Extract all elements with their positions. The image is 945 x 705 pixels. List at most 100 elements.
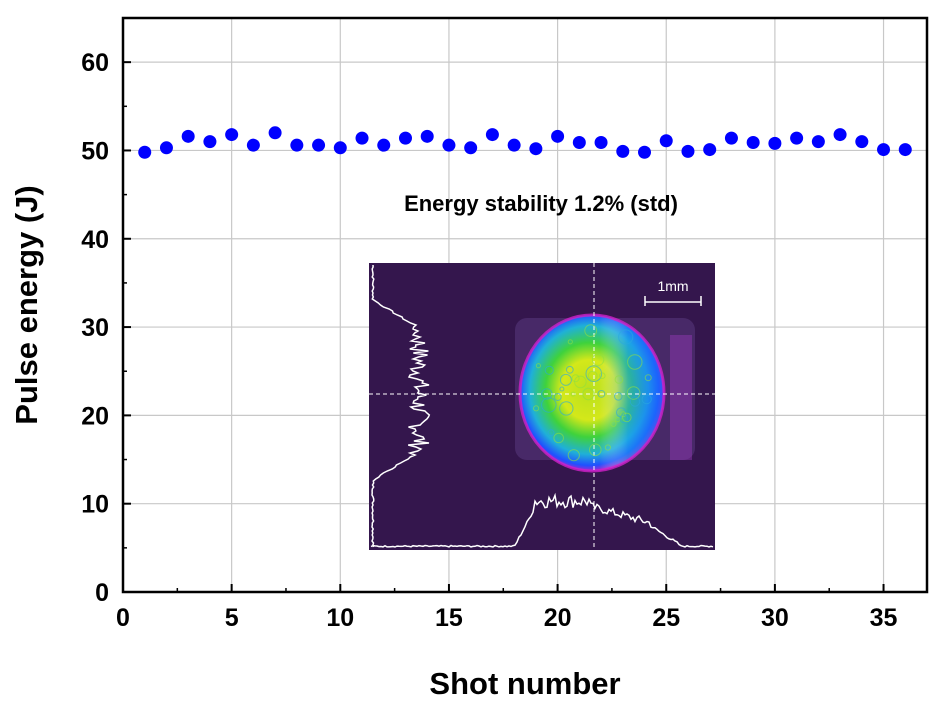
- data-point: [855, 135, 869, 149]
- beam-speckle: [627, 354, 643, 370]
- y-axis-ticks: 0 10 20 30 40 50 60: [81, 49, 131, 607]
- beam-speckle: [618, 329, 634, 345]
- beam-speckle: [629, 396, 641, 407]
- data-point: [225, 128, 239, 142]
- beam-speckle: [614, 375, 624, 384]
- data-point: [464, 141, 478, 155]
- x-tick-label: 20: [544, 604, 572, 632]
- beam-profile-inset: 1mm: [369, 263, 715, 550]
- stability-annotation: Energy stability 1.2% (std): [404, 191, 678, 216]
- beam-speckle: [535, 363, 542, 369]
- beam-speckle: [585, 365, 603, 383]
- data-point: [442, 138, 456, 152]
- data-point: [594, 136, 608, 150]
- beam-speckle: [541, 397, 557, 413]
- beam-speckle: [587, 370, 598, 381]
- beam-speckle: [589, 443, 602, 457]
- data-point: [746, 136, 760, 150]
- y-axis-title: Pulse energy (J): [9, 185, 44, 424]
- beam-speckle: [565, 365, 574, 374]
- data-point: [681, 144, 695, 158]
- beam-speckle: [571, 374, 580, 383]
- beam-speckle: [567, 449, 580, 462]
- x-tick-label: 10: [326, 604, 354, 632]
- vertical-lineout: [371, 264, 431, 548]
- data-point: [659, 134, 673, 148]
- beam-speckle: [559, 373, 572, 386]
- beam-speckle: [584, 324, 598, 338]
- data-point: [507, 138, 521, 152]
- data-series: [138, 126, 912, 159]
- x-tick-label: 0: [116, 604, 130, 632]
- data-point: [290, 138, 304, 152]
- beam-speckle: [591, 353, 605, 366]
- data-point: [529, 142, 543, 156]
- beam-speckle: [622, 412, 632, 423]
- beam-speckle: [620, 411, 627, 418]
- beam-speckle: [544, 365, 554, 375]
- data-point: [420, 129, 434, 143]
- beam-speckle: [559, 401, 574, 416]
- data-point: [377, 138, 391, 152]
- data-point: [159, 141, 173, 155]
- data-point: [811, 135, 825, 149]
- x-tick-label: 5: [225, 604, 239, 632]
- data-point: [203, 135, 217, 149]
- data-point: [898, 143, 912, 157]
- data-point: [333, 141, 347, 155]
- scale-bar: 1mm: [644, 278, 702, 306]
- data-point: [790, 131, 804, 145]
- y-tick-label: 10: [81, 491, 109, 519]
- data-point: [246, 138, 260, 152]
- data-point: [485, 128, 499, 142]
- data-point: [551, 129, 565, 143]
- beam-speckle: [567, 339, 573, 345]
- beam-speckle: [559, 386, 565, 392]
- beam-speckle: [616, 407, 627, 418]
- beam-speckle: [626, 386, 641, 400]
- beam-speckle: [614, 392, 623, 401]
- data-point: [638, 145, 652, 159]
- beam-speckle: [641, 394, 652, 405]
- data-point: [181, 129, 195, 143]
- data-point: [833, 128, 847, 142]
- beam-speckle: [547, 429, 555, 437]
- x-tick-label: 35: [870, 604, 898, 632]
- beam-speckle: [644, 374, 652, 382]
- x-tick-label: 30: [761, 604, 789, 632]
- horizontal-lineout: [370, 492, 714, 548]
- beam-speckle: [533, 405, 540, 412]
- data-point: [268, 126, 282, 140]
- data-point: [703, 143, 717, 157]
- data-point: [572, 136, 586, 150]
- beam-speckle: [604, 444, 612, 451]
- beam-speckle: [599, 372, 606, 380]
- x-axis-ticks: 0 5 10 15 20 25 30 35: [116, 584, 898, 632]
- data-point: [138, 145, 152, 159]
- data-point: [724, 131, 738, 145]
- y-tick-label: 30: [81, 314, 109, 342]
- y-tick-label: 0: [95, 579, 109, 607]
- data-point: [355, 131, 369, 145]
- beam-speckle: [541, 388, 553, 400]
- scale-bar-label: 1mm: [657, 278, 688, 294]
- x-tick-label: 15: [435, 604, 463, 632]
- beam-speckle: [597, 390, 606, 398]
- y-tick-label: 60: [81, 49, 109, 77]
- y-tick-label: 50: [81, 137, 109, 165]
- data-point: [877, 143, 891, 157]
- y-tick-label: 20: [81, 402, 109, 430]
- data-point: [768, 136, 782, 150]
- data-point: [312, 138, 326, 152]
- x-axis-title: Shot number: [429, 666, 620, 701]
- x-tick-label: 25: [652, 604, 680, 632]
- data-point: [398, 131, 412, 145]
- y-tick-label: 40: [81, 226, 109, 254]
- beam-speckle: [553, 432, 565, 444]
- beam-speckle: [610, 420, 617, 427]
- beam-speckle: [553, 393, 562, 401]
- plot-frame: [121, 16, 929, 594]
- beam-speckle: [570, 391, 576, 397]
- beam-speckle: [582, 387, 595, 401]
